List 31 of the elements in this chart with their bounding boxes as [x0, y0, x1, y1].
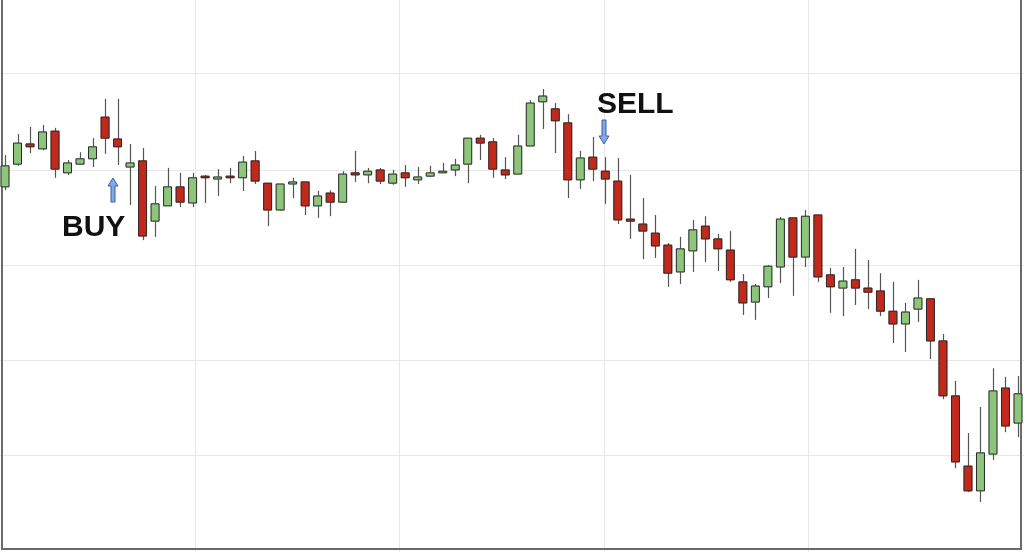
candlestick [38, 124, 48, 151]
candlestick [200, 174, 210, 204]
candlestick [400, 164, 410, 188]
annotation: BUY [62, 209, 126, 242]
candlestick [575, 150, 585, 190]
candlestick [25, 126, 35, 154]
candlestick [763, 264, 773, 299]
candlestick [13, 133, 23, 167]
candlestick [600, 156, 610, 205]
candlestick [638, 197, 648, 260]
annotation: SELL [597, 86, 674, 119]
candlestick [175, 172, 185, 208]
candlestick [550, 102, 560, 154]
candlestick [738, 273, 748, 316]
candlestick [688, 219, 698, 273]
candlestick [713, 233, 723, 272]
candlestick [350, 150, 360, 183]
candlestick [838, 266, 848, 317]
candlestick [500, 156, 510, 180]
candlestick [588, 136, 598, 182]
candlestick [325, 189, 335, 217]
candlestick [475, 134, 485, 161]
candlestick [100, 98, 110, 155]
candlestick [250, 150, 260, 185]
candlestick [888, 281, 898, 344]
candlestick [125, 143, 135, 206]
candlestick [913, 279, 923, 323]
candlestick [538, 88, 548, 130]
candlestick [863, 259, 873, 310]
candlestick [0, 154, 10, 191]
candlestick [150, 185, 160, 238]
